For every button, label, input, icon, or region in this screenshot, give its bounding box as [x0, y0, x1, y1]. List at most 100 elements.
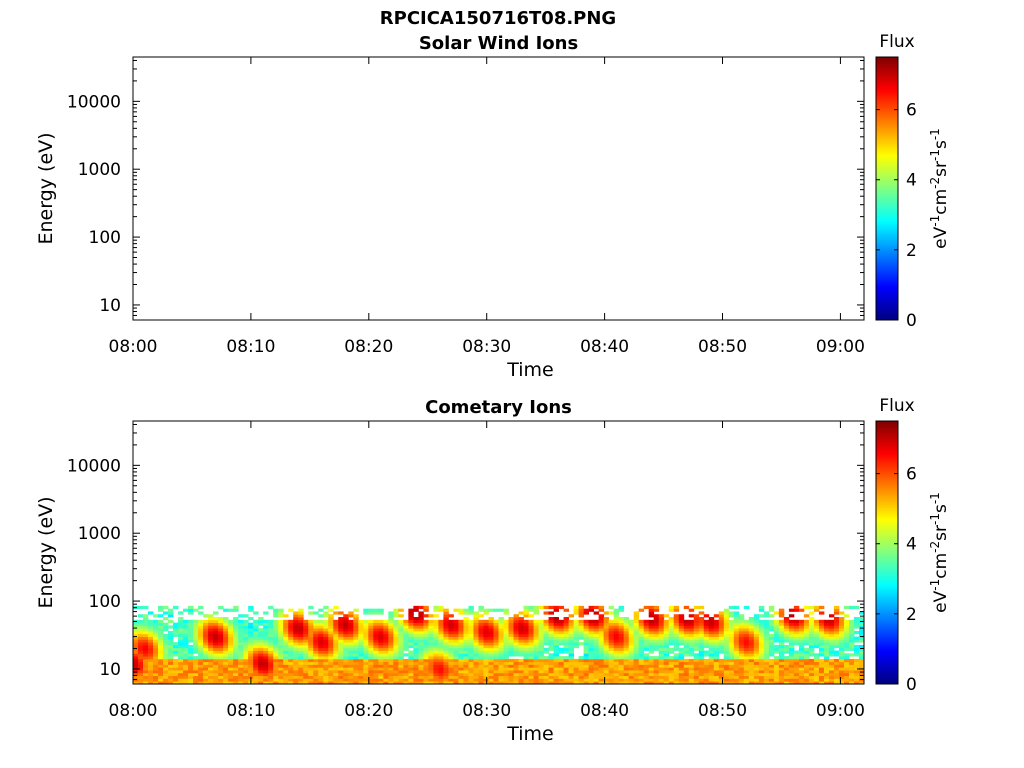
spectrogram-cell [653, 642, 660, 646]
spectrogram-cell [153, 658, 159, 663]
spectrogram-cell [593, 636, 600, 640]
spectrogram-cell [828, 650, 835, 654]
spectrogram-cell [503, 644, 509, 649]
spectrogram-cell [533, 608, 539, 612]
spectrogram-cell [613, 644, 620, 649]
spectrogram-cell [403, 642, 409, 646]
spectrogram-cell [183, 653, 189, 657]
spectrogram-cell [753, 658, 760, 663]
spectrogram-cell [773, 675, 780, 679]
spectrogram-cell [218, 630, 224, 635]
spectrogram-cell [783, 664, 790, 668]
spectrogram-cell [133, 656, 139, 660]
spectrogram-cell [153, 664, 159, 668]
spectrogram-cell [518, 644, 524, 649]
spectrogram-cell [148, 667, 154, 671]
spectrogram-cell [783, 633, 790, 637]
spectrogram-cell [418, 614, 424, 618]
spectrogram-cell [673, 617, 680, 621]
panel-title: Solar Wind Ions [419, 33, 578, 54]
spectrogram-cell [478, 675, 484, 679]
spectrogram-cell [793, 622, 800, 626]
spectrogram-cell [798, 647, 805, 651]
spectrogram-cell [718, 619, 725, 624]
spectrogram-cell [203, 658, 209, 663]
spectrogram-cell [743, 647, 750, 651]
spectrogram-cell [203, 678, 209, 682]
spectrogram-cell [223, 658, 229, 663]
spectrogram-cell [168, 644, 174, 649]
spectrogram-cell [543, 681, 549, 685]
spectrogram-cell [508, 653, 514, 657]
spectrogram-cell [143, 678, 149, 682]
spectrogram-cell [183, 681, 189, 685]
spectrogram-cell [493, 650, 499, 654]
spectrogram-cell [548, 644, 554, 649]
spectrogram-cell [463, 681, 469, 685]
spectrogram-cell [518, 678, 524, 682]
spectrogram-cell [583, 670, 590, 674]
spectrogram-cell [848, 678, 855, 682]
spectrogram-cell [788, 678, 795, 682]
spectrogram-cell [713, 667, 720, 671]
spectrogram-cell [798, 681, 805, 685]
spectrogram-cell [543, 650, 549, 654]
spectrogram-cell [818, 622, 825, 626]
spectrogram-cell [683, 630, 690, 635]
spectrogram-cell [838, 681, 845, 685]
spectrogram-cell [693, 667, 700, 671]
spectrogram-cell [798, 636, 805, 640]
spectrogram-cell [433, 633, 439, 637]
spectrogram-cell [638, 644, 645, 649]
spectrogram-cell [263, 678, 269, 682]
spectrogram-cell [378, 633, 384, 637]
spectrogram-cell [463, 630, 469, 635]
spectrogram-cell [483, 622, 489, 626]
spectrogram-cell [663, 647, 670, 651]
y-tick-label: 1000 [78, 160, 121, 180]
spectrogram-cell [418, 642, 424, 646]
spectrogram-cell [838, 650, 845, 654]
spectrogram-cell [503, 636, 509, 640]
spectrogram-cell [588, 605, 595, 610]
spectrogram-cell [553, 672, 559, 677]
spectrogram-cell [593, 661, 600, 665]
spectrogram-cell [343, 622, 349, 626]
spectrogram-cell [743, 661, 750, 665]
spectrogram-cell [448, 653, 454, 657]
spectrogram-cell [518, 658, 524, 663]
spectrogram-cell [813, 605, 820, 610]
spectrogram-cell [563, 670, 569, 674]
spectrogram-cell [498, 608, 504, 612]
spectrogram-cell [698, 622, 705, 626]
spectrogram-cell [793, 681, 800, 685]
spectrogram-cell [578, 630, 585, 635]
spectrogram-cell [443, 650, 449, 654]
spectrogram-cell [728, 664, 735, 668]
spectrogram-cell [753, 670, 760, 674]
spectrogram-cell [238, 647, 244, 651]
spectrogram-cell [673, 658, 680, 663]
spectrogram-cell [288, 675, 294, 679]
spectrogram-cell [328, 628, 334, 632]
spectrogram-cell [528, 633, 534, 637]
spectrogram-cell [598, 647, 605, 651]
colorbar-title: Flux [879, 32, 914, 52]
spectrogram-cell [693, 633, 700, 637]
spectrogram-cell [388, 650, 394, 654]
spectrogram-cell [848, 605, 855, 610]
spectrogram-cell [603, 622, 610, 626]
spectrogram-cell [583, 672, 590, 677]
spectrogram-cell [628, 633, 635, 637]
spectrogram-cell [753, 628, 760, 632]
spectrogram-cell [323, 628, 329, 632]
spectrogram-cell [813, 636, 820, 640]
spectrogram-cell [203, 656, 209, 660]
spectrogram-cell [853, 653, 860, 657]
spectrogram-cell [808, 667, 815, 671]
spectrogram-cell [608, 636, 615, 640]
spectrogram-cell [578, 678, 585, 682]
spectrogram-cell [168, 658, 174, 663]
spectrogram-cell [828, 647, 835, 651]
spectrogram-cell [753, 642, 760, 646]
